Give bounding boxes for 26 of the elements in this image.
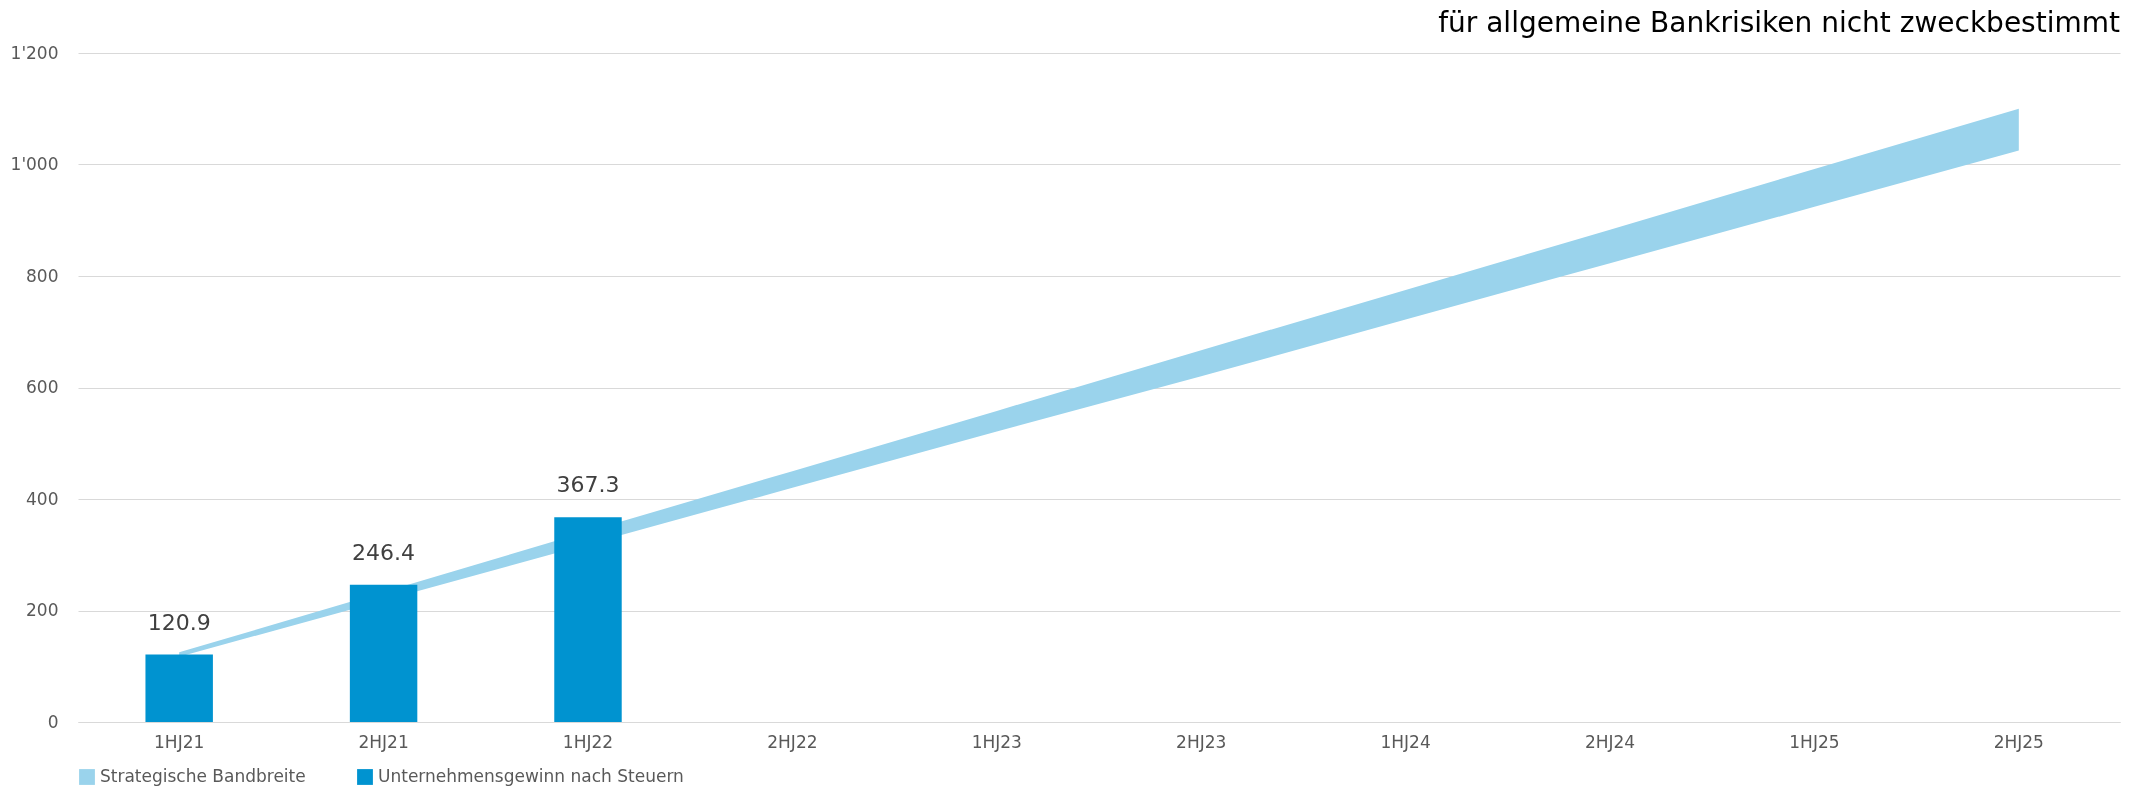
data-label: 367.3 <box>556 472 620 498</box>
bar <box>554 517 622 722</box>
legend-label: Strategische Bandbreite <box>100 766 306 786</box>
x-tick-label: 2HJ25 <box>1993 731 2044 752</box>
y-tick-label: 800 <box>26 265 59 286</box>
x-tick-label: 1HJ23 <box>971 731 1022 752</box>
y-tick-label: 400 <box>26 488 59 509</box>
y-tick-label: 1'200 <box>10 42 59 63</box>
x-tick-label: 2HJ24 <box>1584 731 1636 752</box>
y-tick-label: 600 <box>26 377 59 397</box>
y-tick-label: 0 <box>47 711 59 732</box>
data-label: 246.4 <box>352 539 416 565</box>
x-tick-label: 2HJ22 <box>767 731 818 752</box>
x-tick-label: 1HJ24 <box>1380 731 1431 752</box>
bar <box>349 584 418 722</box>
x-tick-label: 2HJ23 <box>1176 731 1227 752</box>
data-label: 120.9 <box>147 609 211 635</box>
legend-label: Unternehmensgewinn nach Steuern <box>378 766 684 786</box>
y-tick-label: 1'000 <box>10 154 59 174</box>
bar <box>145 654 213 722</box>
text: für allgemeine Bankrisiken nicht zweckbestimmt <box>1438 6 2121 39</box>
x-tick-label: 1HJ22 <box>562 731 614 752</box>
x-tick-label: 1HJ21 <box>154 731 205 752</box>
x-tick-label: 2HJ21 <box>358 731 409 752</box>
x-tick-label: 1HJ25 <box>1789 731 1840 752</box>
y-tick-label: 200 <box>26 600 59 620</box>
